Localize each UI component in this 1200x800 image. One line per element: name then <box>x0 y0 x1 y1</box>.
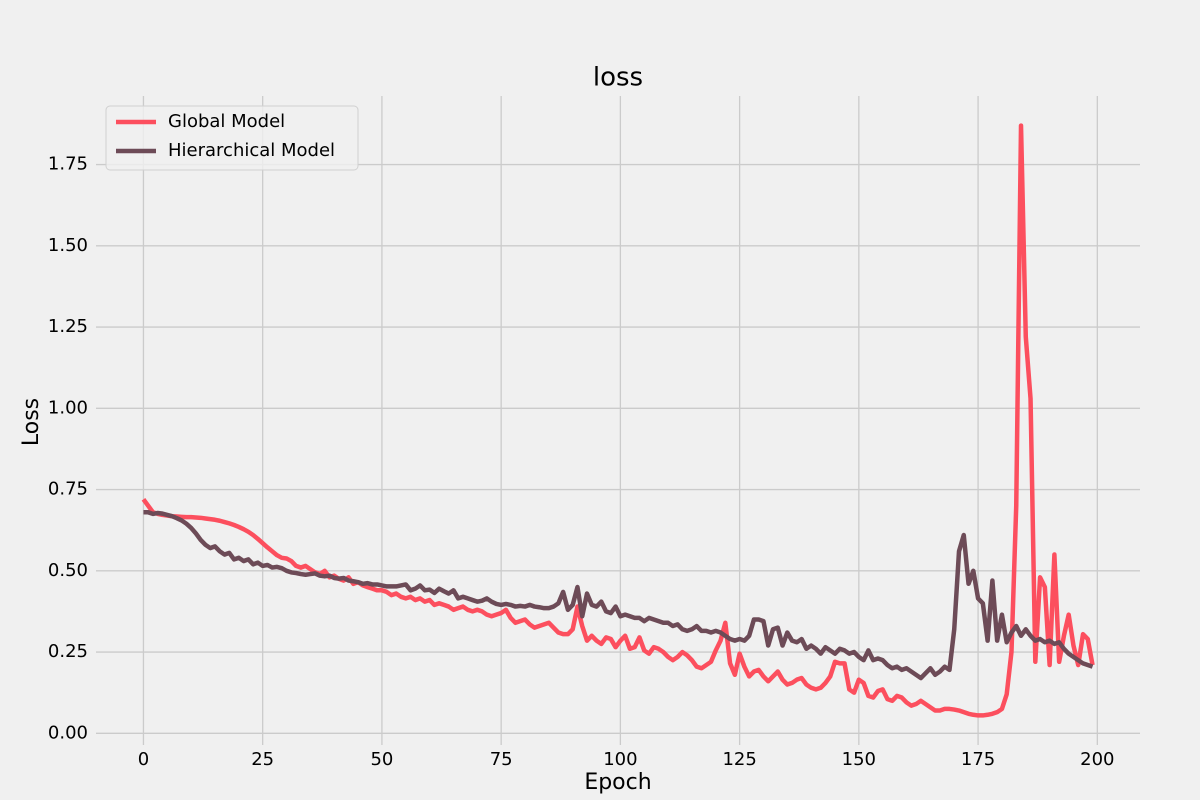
x-tick-label: 0 <box>138 749 149 770</box>
grid: 0 25 50 75 100 125 150 175 200 0.00 0.25 0.50 0.75 1.… <box>48 96 1140 770</box>
y-tick-label: 1.00 <box>48 397 88 418</box>
y-tick-label: 0.00 <box>48 722 88 743</box>
y-tick-label: 1.25 <box>48 316 88 337</box>
legend-box <box>105 105 359 171</box>
y-tick-label: 0.25 <box>48 641 88 662</box>
y-tick-label: 1.50 <box>48 235 88 256</box>
x-axis-label: Epoch <box>584 770 651 795</box>
y-tick-label: 1.75 <box>48 154 88 175</box>
y-tick-label: 0.50 <box>48 560 88 581</box>
x-tick-label: 75 <box>490 749 513 770</box>
chart-title: loss <box>593 63 643 93</box>
y-tick-label: 0.75 <box>48 479 88 500</box>
x-tick-label: 25 <box>251 749 274 770</box>
x-tick-label: 125 <box>722 749 756 770</box>
x-tick-label: 50 <box>370 749 393 770</box>
y-axis-label: Loss <box>19 398 44 446</box>
series-line <box>143 510 1094 681</box>
series-line <box>141 123 1095 718</box>
x-tick-label: 150 <box>842 749 876 770</box>
x-tick-label: 200 <box>1080 749 1114 770</box>
x-tick-label: 175 <box>961 749 995 770</box>
x-tick-label: 100 <box>603 749 637 770</box>
legend-label: Global Model <box>168 111 285 132</box>
legend-label: Hierarchical Model <box>168 140 335 161</box>
legend: Global Model Hierarchical Model <box>105 105 359 171</box>
plot-lines <box>141 123 1095 718</box>
